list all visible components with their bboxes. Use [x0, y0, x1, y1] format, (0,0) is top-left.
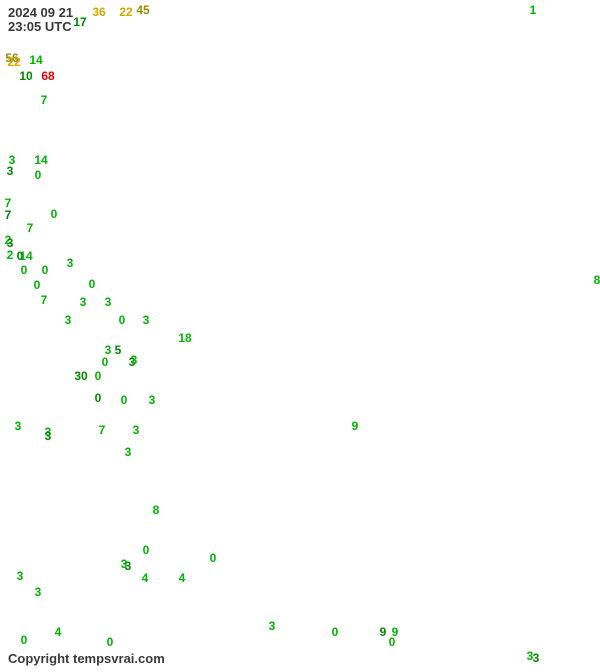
data-point: 5	[115, 344, 122, 356]
data-point: 0	[95, 370, 102, 382]
data-point: 3	[131, 354, 138, 366]
data-point: 9	[352, 420, 359, 432]
data-point: 0	[51, 208, 58, 220]
data-point: 45	[136, 4, 149, 16]
data-point: 3	[7, 165, 14, 177]
data-point: 7	[99, 424, 106, 436]
data-point: 3	[133, 424, 140, 436]
data-point: 4	[142, 572, 149, 584]
data-point: 0	[102, 356, 109, 368]
data-point: 8	[594, 274, 600, 286]
data-point: 3	[105, 296, 112, 308]
copyright-text: Copyright tempsvrai.com	[8, 651, 165, 666]
data-point: 0	[143, 544, 150, 556]
data-point: 7	[41, 94, 48, 106]
data-point: 30	[74, 370, 87, 382]
data-point: 3	[149, 394, 156, 406]
data-point: 0	[121, 394, 128, 406]
data-point: 0	[389, 636, 396, 648]
data-point: 4	[179, 572, 186, 584]
data-point: 17	[73, 16, 86, 28]
data-point: 18	[178, 332, 191, 344]
data-point: 2	[7, 249, 14, 261]
data-point: 3	[80, 296, 87, 308]
data-point: 14	[34, 154, 47, 166]
data-point: 3	[125, 446, 132, 458]
data-point: 0	[35, 169, 42, 181]
data-point: 3	[143, 314, 150, 326]
data-point: 36	[92, 6, 105, 18]
data-point: 14	[29, 54, 42, 66]
data-point: 7	[5, 209, 12, 221]
data-point: 0	[119, 314, 126, 326]
data-point: 4	[55, 626, 62, 638]
data-point: 7	[41, 294, 48, 306]
data-point: 22	[7, 56, 20, 68]
data-point: 3	[45, 430, 52, 442]
data-point: 0	[21, 634, 28, 646]
data-point: 3	[35, 586, 42, 598]
data-point: 0	[210, 552, 217, 564]
data-point: 3	[67, 257, 74, 269]
data-point: 3	[269, 620, 276, 632]
data-point: 3	[533, 652, 540, 664]
data-point: 22	[119, 6, 132, 18]
data-point: 0	[95, 392, 102, 404]
data-point: 0	[21, 264, 28, 276]
data-point: 0	[107, 636, 114, 648]
data-point: 3	[17, 570, 24, 582]
data-point: 10	[19, 70, 32, 82]
data-point: 0	[332, 626, 339, 638]
scatter-canvas: 2024 09 21 23:05 UTC 1452236175622141068…	[0, 0, 600, 672]
data-point: 3	[15, 420, 22, 432]
data-point: 0	[89, 278, 96, 290]
data-point: 8	[153, 504, 160, 516]
data-point: 7	[27, 222, 34, 234]
data-point: 9	[380, 626, 387, 638]
data-point: 3	[65, 314, 72, 326]
data-point: 14	[19, 250, 32, 262]
data-point: 0	[34, 279, 41, 291]
data-point: 0	[42, 264, 49, 276]
data-point: 68	[41, 70, 54, 82]
data-point: 3	[125, 560, 132, 572]
data-point: 1	[530, 4, 537, 16]
timestamp-time: 23:05 UTC	[8, 20, 72, 34]
